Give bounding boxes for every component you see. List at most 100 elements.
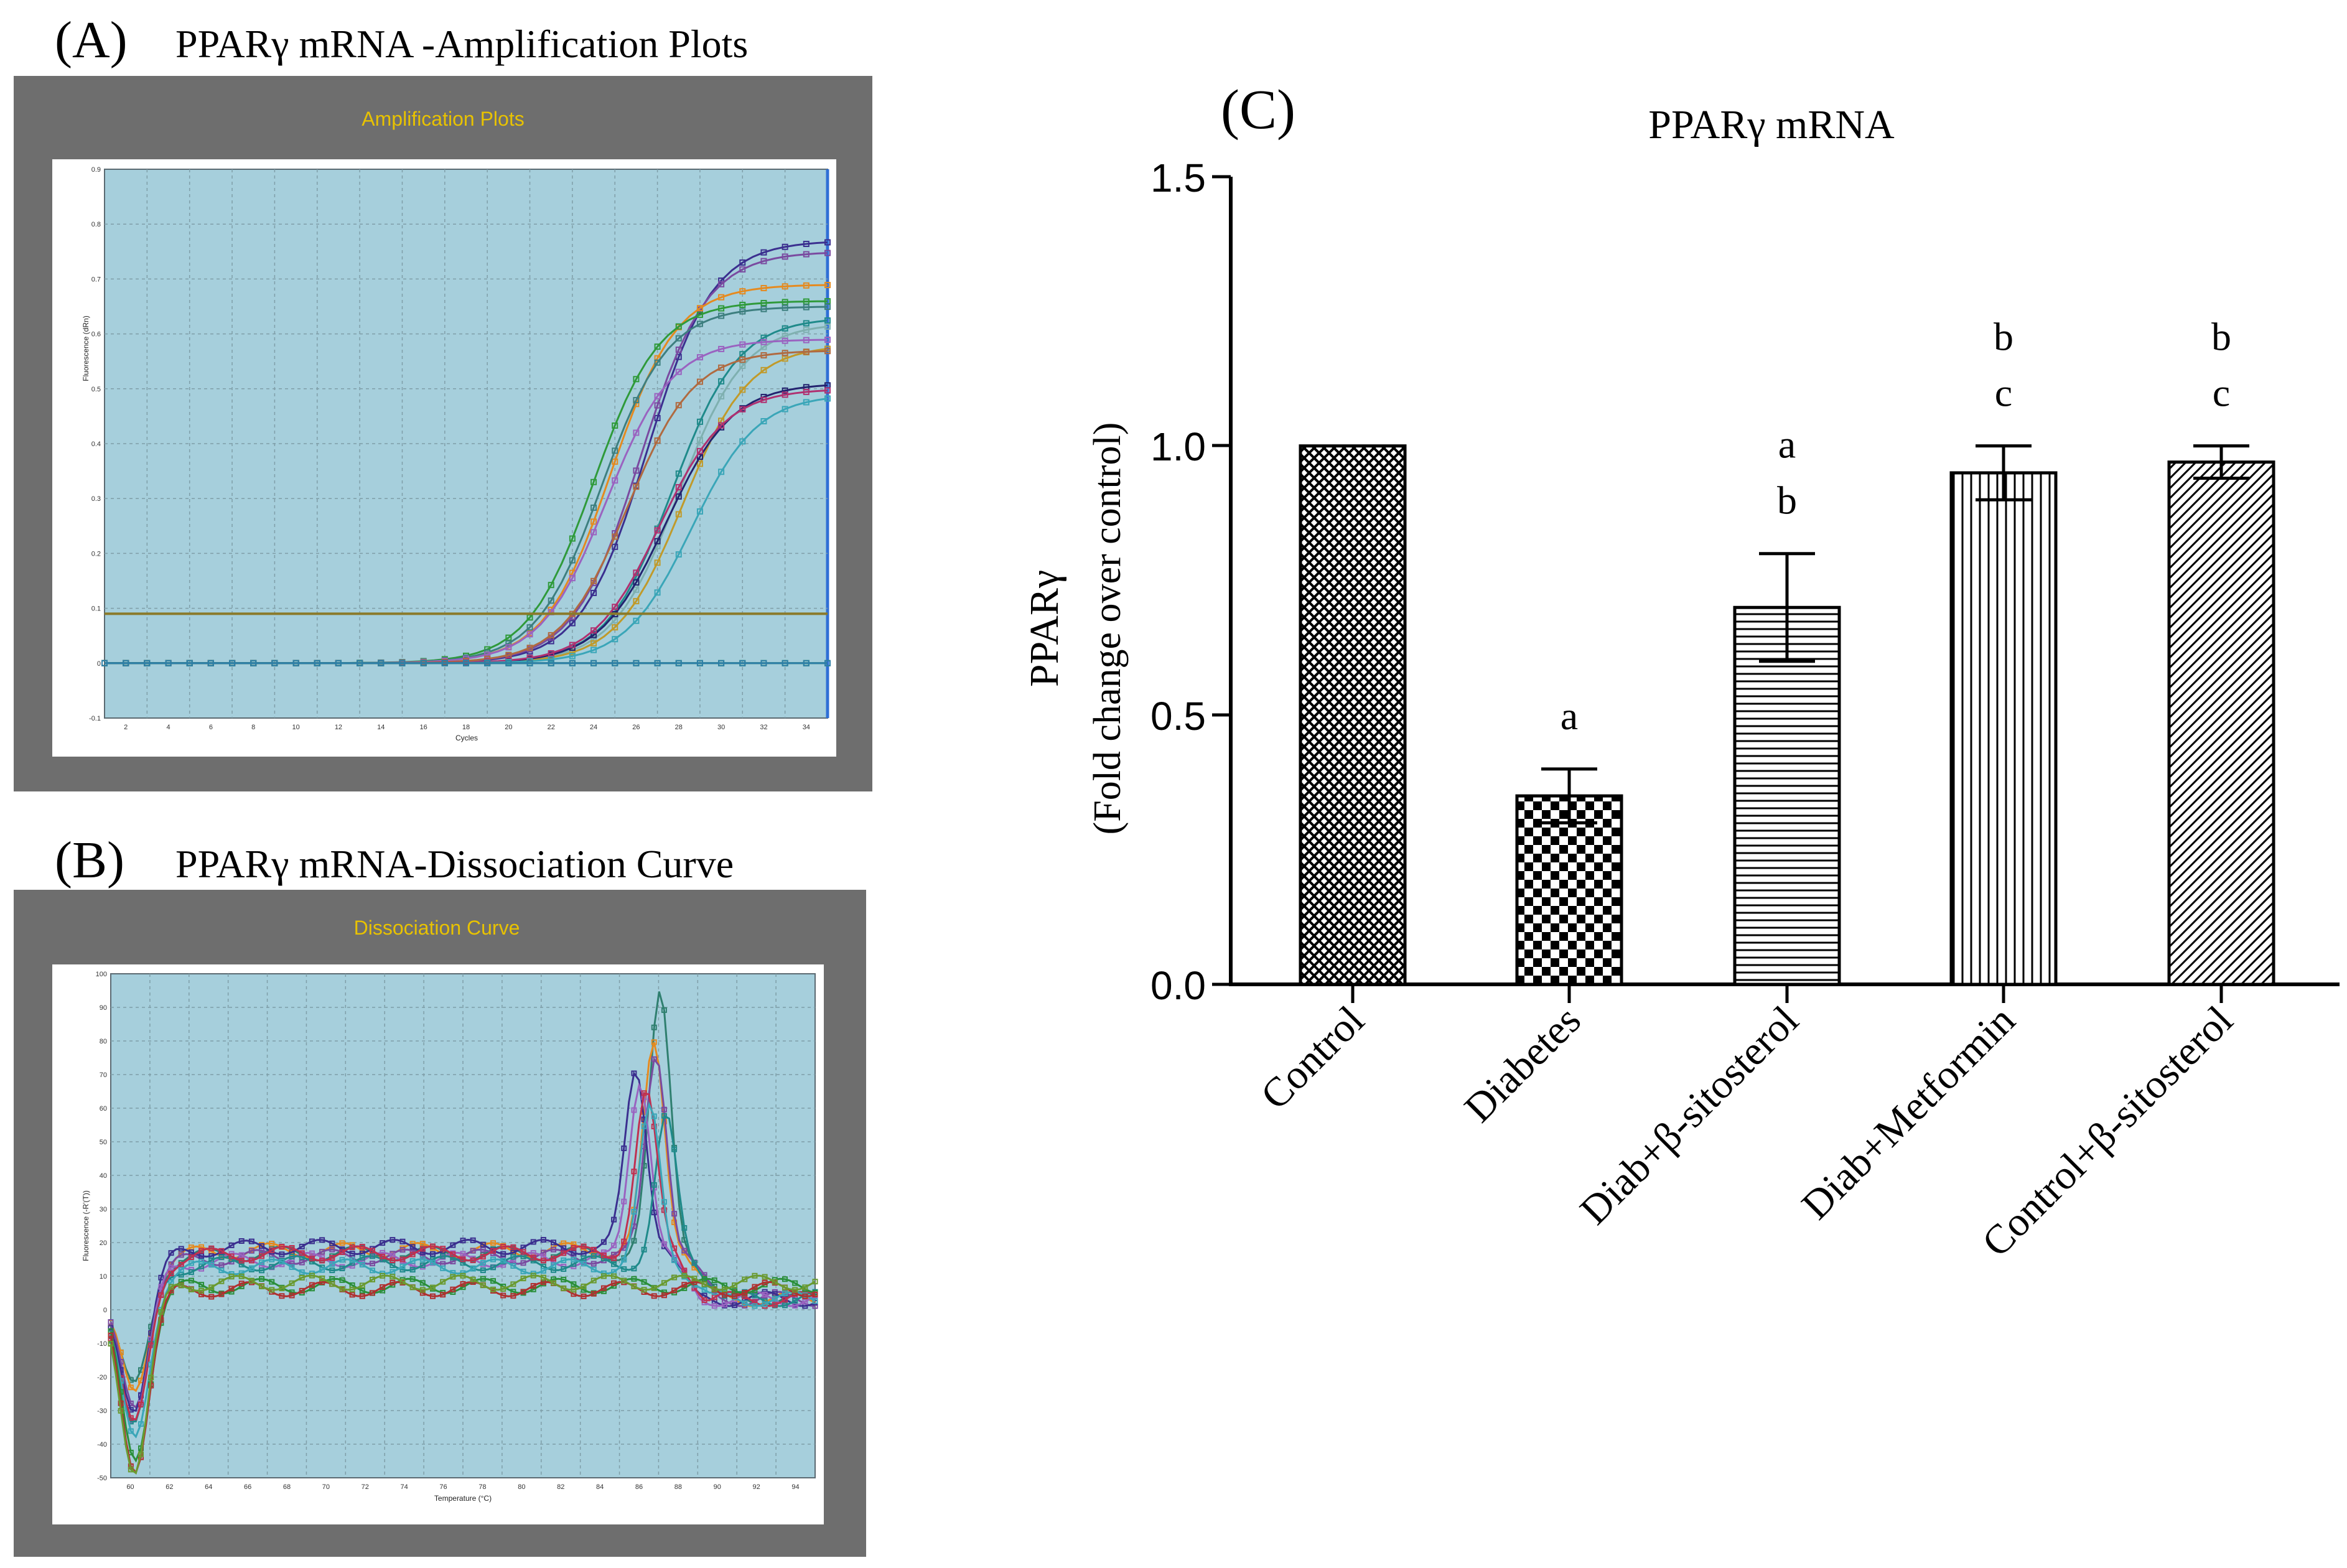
dissociation-marker [380,1287,386,1294]
dissociation-marker [460,1260,466,1266]
amplification-marker [612,447,618,454]
dissociation-marker [490,1264,497,1271]
dissociation-marker [419,1262,426,1268]
dissociation-marker [581,1243,587,1249]
dissociation-marker [782,1302,788,1309]
panel-c-bars: ControlaDiabetesbaDiab+β-sitosterolcbDia… [1252,315,2275,1266]
dissociation-marker [480,1267,486,1274]
dissociation-marker [802,1284,808,1290]
dissociation-marker [429,1251,436,1257]
dissociation-marker [128,1384,134,1391]
amplification-marker [782,355,788,362]
dissociation-marker [319,1237,325,1243]
b-xtick-0: 60 [126,1483,134,1491]
amplification-marker [782,243,788,250]
b-xtick-6: 72 [362,1483,369,1491]
amplification-marker [526,631,533,638]
dissociation-marker [752,1287,758,1294]
dissociation-marker [349,1286,355,1292]
dissociation-marker [309,1282,315,1288]
dissociation-marker [641,1090,647,1096]
a-xtick-12: 26 [632,724,640,731]
dissociation-marker [218,1278,225,1284]
dissociation-marker [792,1298,798,1304]
c-ytick-1: 0.5 [1150,694,1231,739]
amplification-marker [782,337,788,344]
dissociation-marker [339,1277,345,1283]
amplification-marker [760,299,767,306]
amplification-marker [569,642,576,648]
a-xtick-11: 24 [590,724,597,731]
dissociation-marker [309,1238,315,1244]
dissociation-line-n2 [110,1281,816,1475]
dissociation-marker [551,1239,557,1246]
amplification-marker [782,387,788,394]
amplification-marker [186,660,193,666]
c-ytick-label-2: 1.0 [1150,424,1206,469]
panel-c: (C) PPARγ mRNA PPARγ (Fold change over c… [1022,79,2340,1266]
amplification-marker [675,368,682,375]
a-xtick-7: 16 [420,724,427,731]
dissociation-line-m6 [110,1114,816,1423]
significance-letter-3-1: c [1995,371,2012,415]
dissociation-marker [641,1287,647,1293]
dissociation-marker [671,1211,678,1217]
dissociation-marker [409,1244,416,1250]
dissociation-marker [198,1253,205,1259]
amplification-marker [696,460,703,467]
dissociation-marker [178,1261,184,1267]
dissociation-marker [661,1292,667,1299]
dissociation-marker [419,1249,426,1256]
dissociation-marker [490,1278,497,1284]
b-ytick-3: 70 [100,1071,107,1079]
amplification-marker [760,306,767,312]
x-category-label-0: Control [1252,997,1373,1118]
a-xtick-5: 12 [335,724,342,731]
amplification-marker [526,624,533,631]
dissociation-marker [762,1274,768,1280]
dissociation-marker [178,1272,184,1278]
panel-b-xlabel: Temperature (°C) [434,1494,492,1503]
amplification-marker [612,604,618,610]
bar-group-1: a Diabetes [1456,694,1623,1131]
dissociation-marker [108,1319,114,1325]
dissociation-marker [641,1246,647,1253]
amplification-marker [803,240,810,247]
dissociation-marker [812,1303,818,1309]
amplification-marker [803,388,810,395]
amplification-marker [590,589,597,596]
significance-letter-3-0: b [1994,315,2013,359]
dissociation-marker [259,1276,265,1282]
dissociation-marker [429,1259,436,1266]
dissociation-marker [490,1286,497,1292]
a-ytick-3: 0.6 [91,331,101,338]
amplification-marker [718,305,725,312]
dissociation-marker [399,1247,406,1253]
amplification-marker [292,660,299,666]
dissociation-marker [339,1249,345,1255]
dissociation-marker [440,1292,446,1298]
dissociation-marker [309,1250,315,1256]
a-xtick-9: 20 [505,724,512,731]
amplification-marker [101,660,108,666]
amplification-marker [569,653,576,660]
dissociation-marker [279,1251,285,1258]
bar-2 [1733,605,1841,986]
amplification-marker [654,538,661,544]
bar-0 [1299,444,1407,986]
amplification-marker [675,511,682,518]
amplification-marker [803,337,810,343]
a-ytick-9: 0 [97,660,101,668]
dissociation-marker [590,1246,597,1253]
amplification-marker [165,660,172,666]
amplification-marker [548,582,554,589]
dissociation-marker [369,1261,375,1267]
dissociation-marker [168,1284,174,1290]
dissociation-series-n3 [108,1272,818,1475]
dissociation-marker [500,1251,506,1257]
amplification-marker [505,634,512,641]
dissociation-marker [319,1275,325,1281]
significance-letter-2-0: a [1778,422,1796,467]
dissociation-marker [611,1273,617,1279]
dissociation-marker [238,1258,245,1264]
